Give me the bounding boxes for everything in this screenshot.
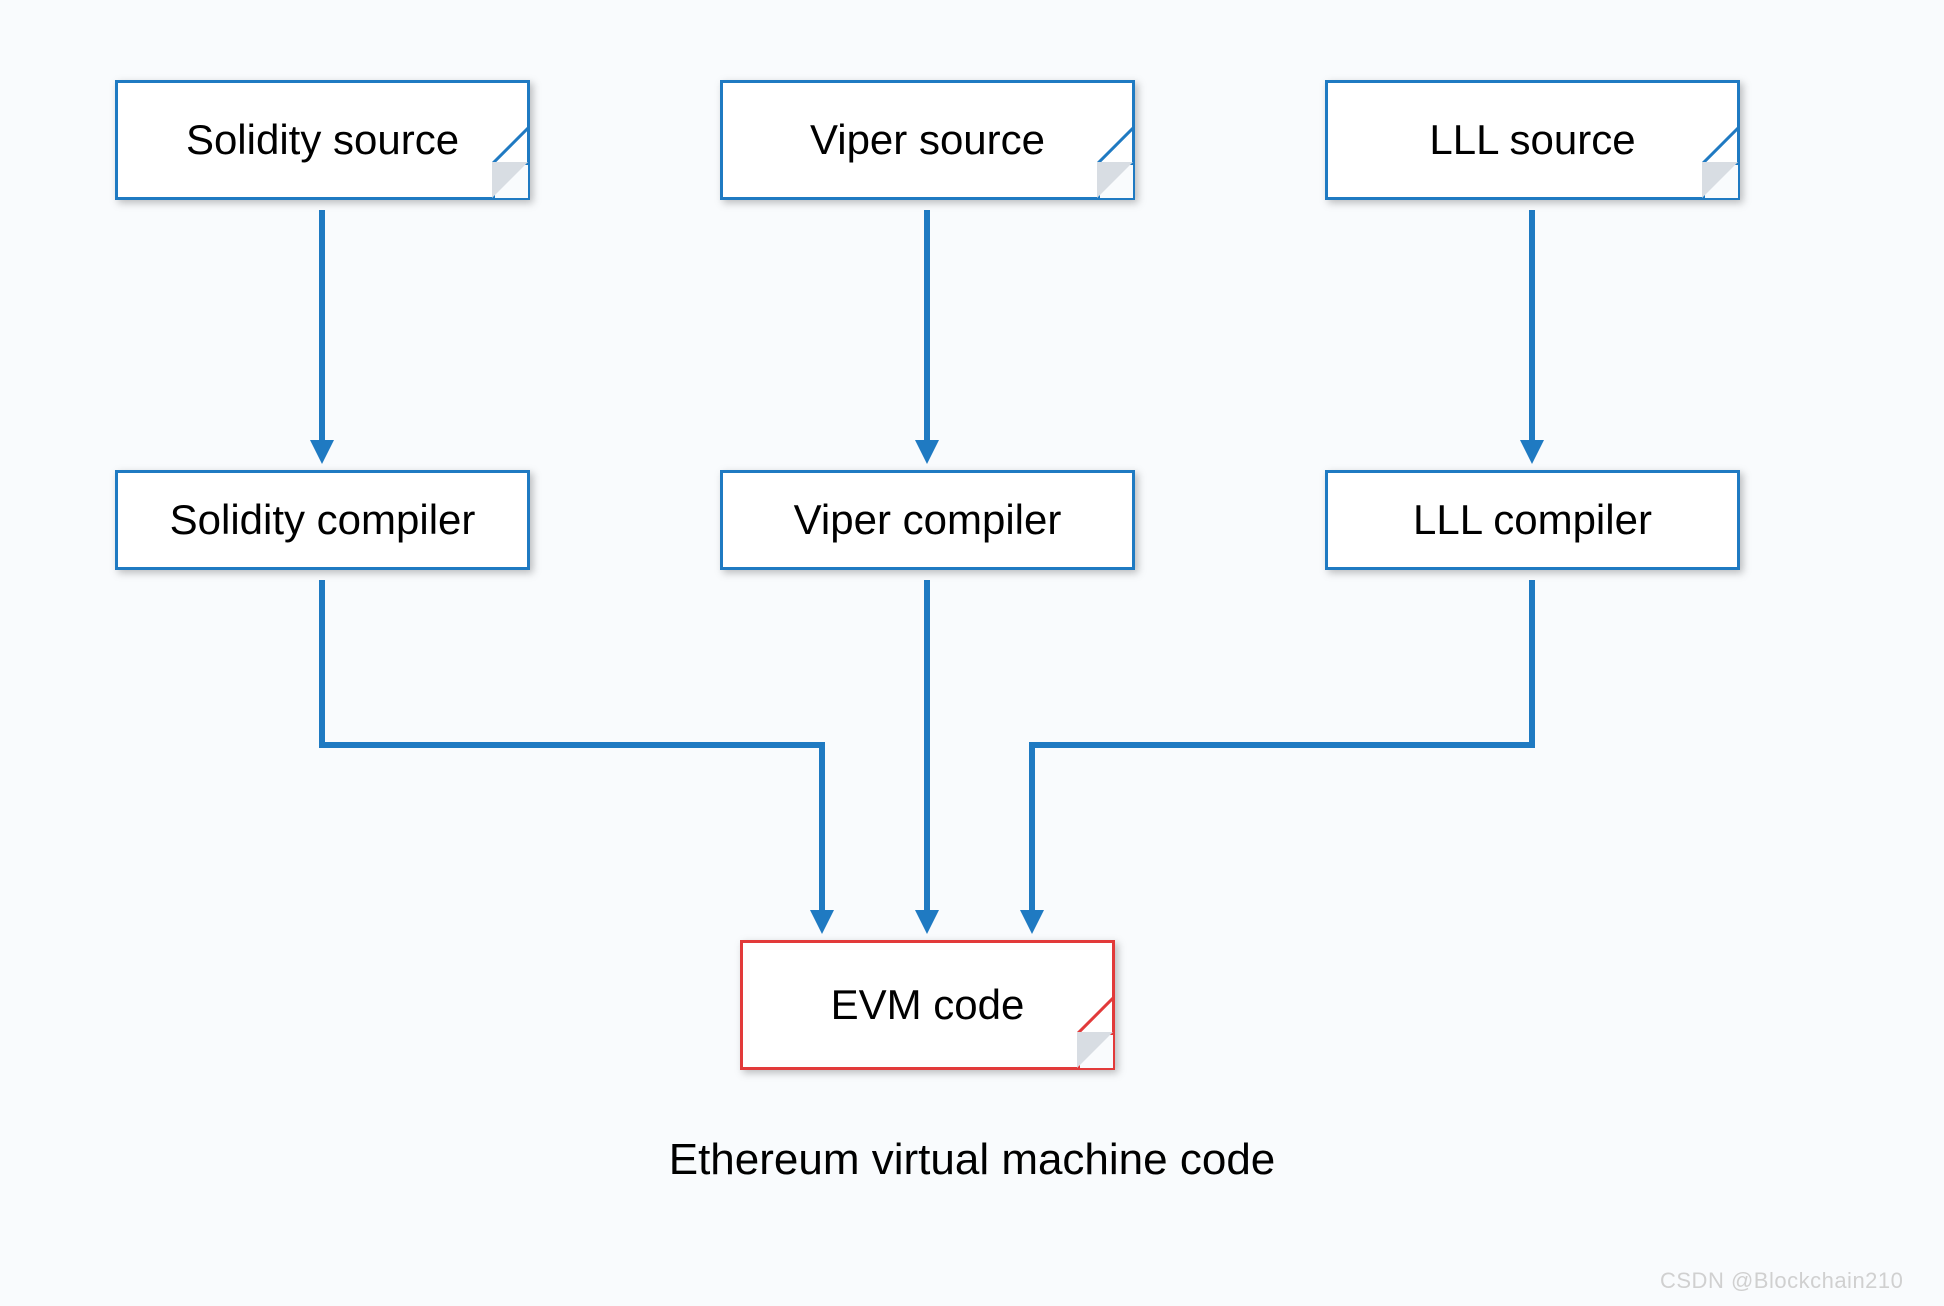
- node-viper-compiler: Viper compiler: [720, 470, 1135, 570]
- node-lll-compiler: LLL compiler: [1325, 470, 1740, 570]
- node-label: Viper source: [810, 116, 1045, 164]
- edge-lll-compiler-to-evm-code: [1032, 580, 1532, 925]
- page-fold-icon: [492, 162, 528, 198]
- node-label: Solidity compiler: [170, 496, 476, 544]
- node-label: EVM code: [831, 981, 1025, 1029]
- node-lll-source: LLL source: [1325, 80, 1740, 200]
- node-label: Solidity source: [186, 116, 459, 164]
- diagram-caption: Ethereum virtual machine code: [0, 1135, 1944, 1185]
- node-label: Viper compiler: [794, 496, 1062, 544]
- node-label: LLL source: [1429, 116, 1635, 164]
- page-fold-icon: [1097, 162, 1133, 198]
- node-solidity-source: Solidity source: [115, 80, 530, 200]
- watermark-text: CSDN @Blockchain210: [1660, 1268, 1903, 1294]
- edge-solidity-compiler-to-evm-code: [322, 580, 822, 925]
- node-viper-source: Viper source: [720, 80, 1135, 200]
- node-evm-code: EVM code: [740, 940, 1115, 1070]
- page-fold-icon: [1702, 162, 1738, 198]
- node-label: LLL compiler: [1413, 496, 1652, 544]
- page-fold-icon: [1077, 1032, 1113, 1068]
- node-solidity-compiler: Solidity compiler: [115, 470, 530, 570]
